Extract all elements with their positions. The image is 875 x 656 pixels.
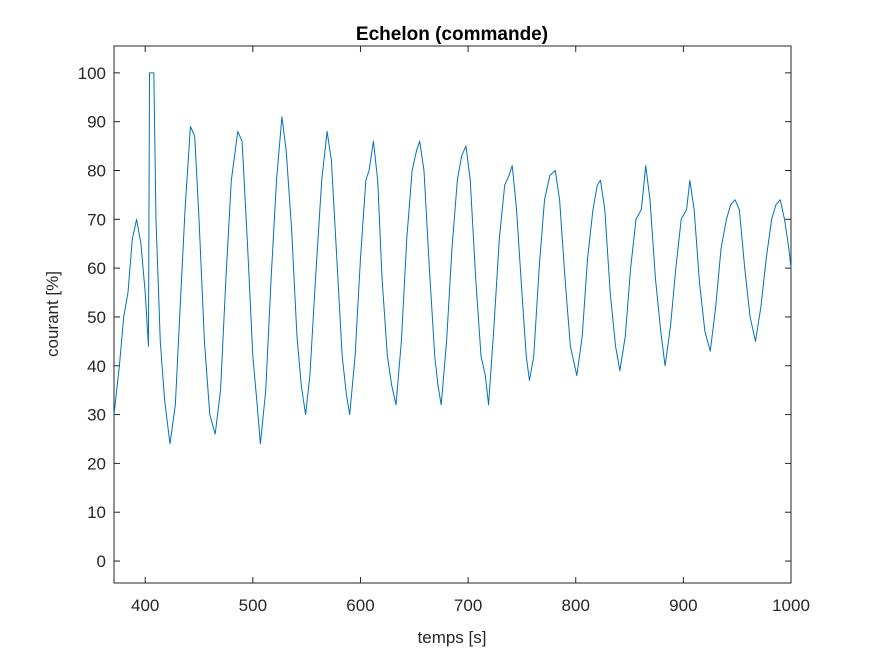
y-tick-label: 20 xyxy=(87,454,106,473)
plot-frame xyxy=(113,45,792,584)
x-tick-label: 700 xyxy=(454,596,482,615)
x-tick-label: 400 xyxy=(131,596,159,615)
y-tick-label: 100 xyxy=(78,64,106,83)
y-tick-label: 80 xyxy=(87,161,106,180)
y-tick-label: 70 xyxy=(87,210,106,229)
y-tick-label: 60 xyxy=(87,259,106,278)
y-tick-label: 90 xyxy=(87,113,106,132)
y-tick-label: 10 xyxy=(87,503,106,522)
y-tick-label: 30 xyxy=(87,406,106,425)
y-tick-label: 50 xyxy=(87,308,106,327)
chart-title: Echelon (commande) xyxy=(356,24,548,45)
line-series xyxy=(113,72,792,445)
x-tick-label: 600 xyxy=(346,596,374,615)
x-axis-label: temps [s] xyxy=(418,628,487,647)
x-tick-label: 800 xyxy=(562,596,590,615)
x-tick-label: 1000 xyxy=(772,596,810,615)
x-tick-label: 900 xyxy=(669,596,697,615)
x-tick-label: 500 xyxy=(239,596,267,615)
y-tick-label: 0 xyxy=(97,552,106,571)
y-axis-label: courant [%] xyxy=(43,271,62,357)
y-tick-label: 40 xyxy=(87,357,106,376)
